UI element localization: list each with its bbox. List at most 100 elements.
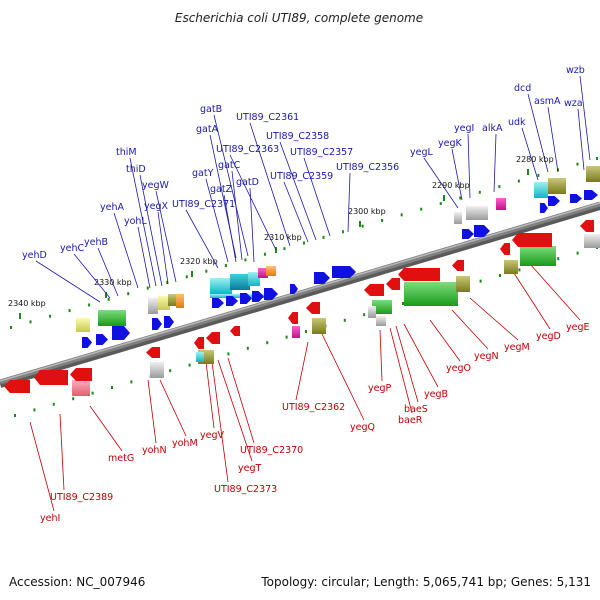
gene-label-reverse: UTI89_C2370 [240, 445, 303, 456]
lower-guide-dot [188, 363, 191, 367]
lower-guide-dot [33, 408, 36, 412]
feature-block [196, 352, 204, 362]
gene-label-reverse: yegQ [350, 422, 375, 433]
label-leader-line [429, 319, 461, 362]
label-leader-line [217, 359, 253, 462]
gene-label-forward: UTI89_C2371 [172, 199, 235, 210]
upper-guide-dot [166, 280, 169, 284]
label-leader-line [205, 178, 229, 263]
gene-label-reverse: yegB [424, 389, 448, 400]
gene-label-forward: yegL [410, 147, 433, 158]
feature-block [258, 268, 268, 278]
backbone-highlight [0, 202, 600, 382]
reverse-gene-arrow [288, 312, 298, 324]
upper-guide-dot [381, 218, 384, 222]
gene-label-reverse: metG [108, 453, 134, 464]
feature-block [230, 274, 250, 290]
feature-block [98, 310, 126, 326]
lower-guide-dot [52, 402, 55, 406]
upper-guide-dot [29, 320, 32, 324]
gene-label-forward: yegW [142, 180, 169, 191]
upper-guide-dot [517, 179, 520, 183]
feature-block [72, 380, 90, 396]
reverse-gene-arrow [194, 337, 204, 349]
feature-block [586, 166, 600, 182]
upper-guide-dot [205, 269, 208, 273]
label-leader-line [35, 260, 101, 303]
label-leader-line [511, 269, 551, 330]
gene-label-forward: thiM [116, 147, 137, 158]
backbone-layer [0, 201, 600, 388]
reverse-gene-arrow [580, 220, 594, 232]
upper-guide-dot [322, 235, 325, 239]
forward-gene-arrow [290, 284, 298, 294]
gene-label-forward: UTI89_C2361 [236, 112, 299, 123]
label-leader-line [185, 209, 219, 269]
gene-label-reverse: UTI89_C2373 [214, 484, 277, 495]
label-leader-line [577, 108, 585, 171]
reverse-gene-arrow [146, 347, 160, 358]
gene-label-reverse: UTI89_C2389 [50, 492, 113, 503]
lower-guide-dot [557, 257, 560, 261]
lower-guide-dot [246, 346, 249, 350]
kbp-tick-label: 2300 kbp [348, 207, 386, 216]
label-leader-line [73, 253, 111, 299]
label-leader-line [389, 327, 413, 414]
forward-gene-arrow [264, 288, 278, 300]
topology-summary-text: Topology: circular; Length: 5,065,741 bp… [260, 575, 591, 589]
lower-guide-dot [499, 274, 501, 277]
kbp-tick-label: 2320 kbp [180, 257, 218, 266]
feature-block [372, 300, 392, 314]
label-leader-line [493, 133, 497, 193]
upper-guide-dot [537, 173, 540, 177]
gene-label-forward: yegX [144, 201, 168, 212]
forward-gene-arrow [152, 318, 162, 330]
reverse-gene-arrow [230, 326, 240, 336]
upper-guide-dot [68, 309, 71, 313]
upper-guide-dot [224, 264, 227, 268]
reverse-gene-arrow [386, 278, 400, 290]
label-leader-line [205, 361, 215, 429]
gene-label-forward: wza [564, 98, 583, 109]
label-leader-line [137, 226, 151, 289]
feature-block [312, 318, 326, 334]
lower-guide-dot [14, 414, 16, 417]
gene-label-forward: UTI89_C2356 [336, 162, 399, 173]
forward-gene-arrow [226, 296, 238, 306]
feature-block [496, 198, 506, 210]
gene-label-forward: udk [508, 117, 526, 128]
lower-guide-dot [363, 313, 366, 317]
reverse-gene-arrow [364, 284, 384, 296]
gene-label-reverse: yegE [566, 322, 590, 333]
gene-label-reverse: yegT [238, 463, 261, 474]
gene-label-forward: gatD [236, 177, 259, 188]
upper-guide-dot [283, 247, 286, 251]
feature-block [292, 326, 300, 338]
feature-block [158, 296, 170, 310]
label-leader-line [89, 405, 123, 452]
forward-gene-arrow [96, 334, 108, 345]
gene-label-reverse: yohN [142, 445, 167, 456]
reverse-gene-arrow [452, 260, 464, 271]
label-leader-line [231, 170, 243, 261]
upper-guide-dot [88, 303, 91, 307]
forward-gene-arrow [240, 293, 252, 304]
label-line-layer [29, 75, 591, 512]
label-leader-line [113, 212, 139, 289]
gene-label-reverse: yegM [504, 342, 530, 353]
gene-label-forward: gatY [192, 168, 214, 179]
label-leader-line [395, 325, 419, 403]
feature-block [210, 278, 232, 294]
forward-gene-arrow [548, 196, 560, 206]
upper-guide-dot [576, 162, 579, 166]
gene-label-forward: yohL [124, 216, 147, 227]
gene-label-forward: UTI89_C2363 [216, 144, 279, 155]
gene-label-reverse: yegP [368, 383, 391, 394]
forward-gene-arrow [570, 194, 582, 203]
lower-guide-dot [130, 380, 133, 384]
label-leader-line [403, 323, 439, 388]
label-leader-line [139, 174, 163, 287]
upper-guide-dot [49, 314, 52, 318]
upper-guide-dot [263, 252, 266, 256]
